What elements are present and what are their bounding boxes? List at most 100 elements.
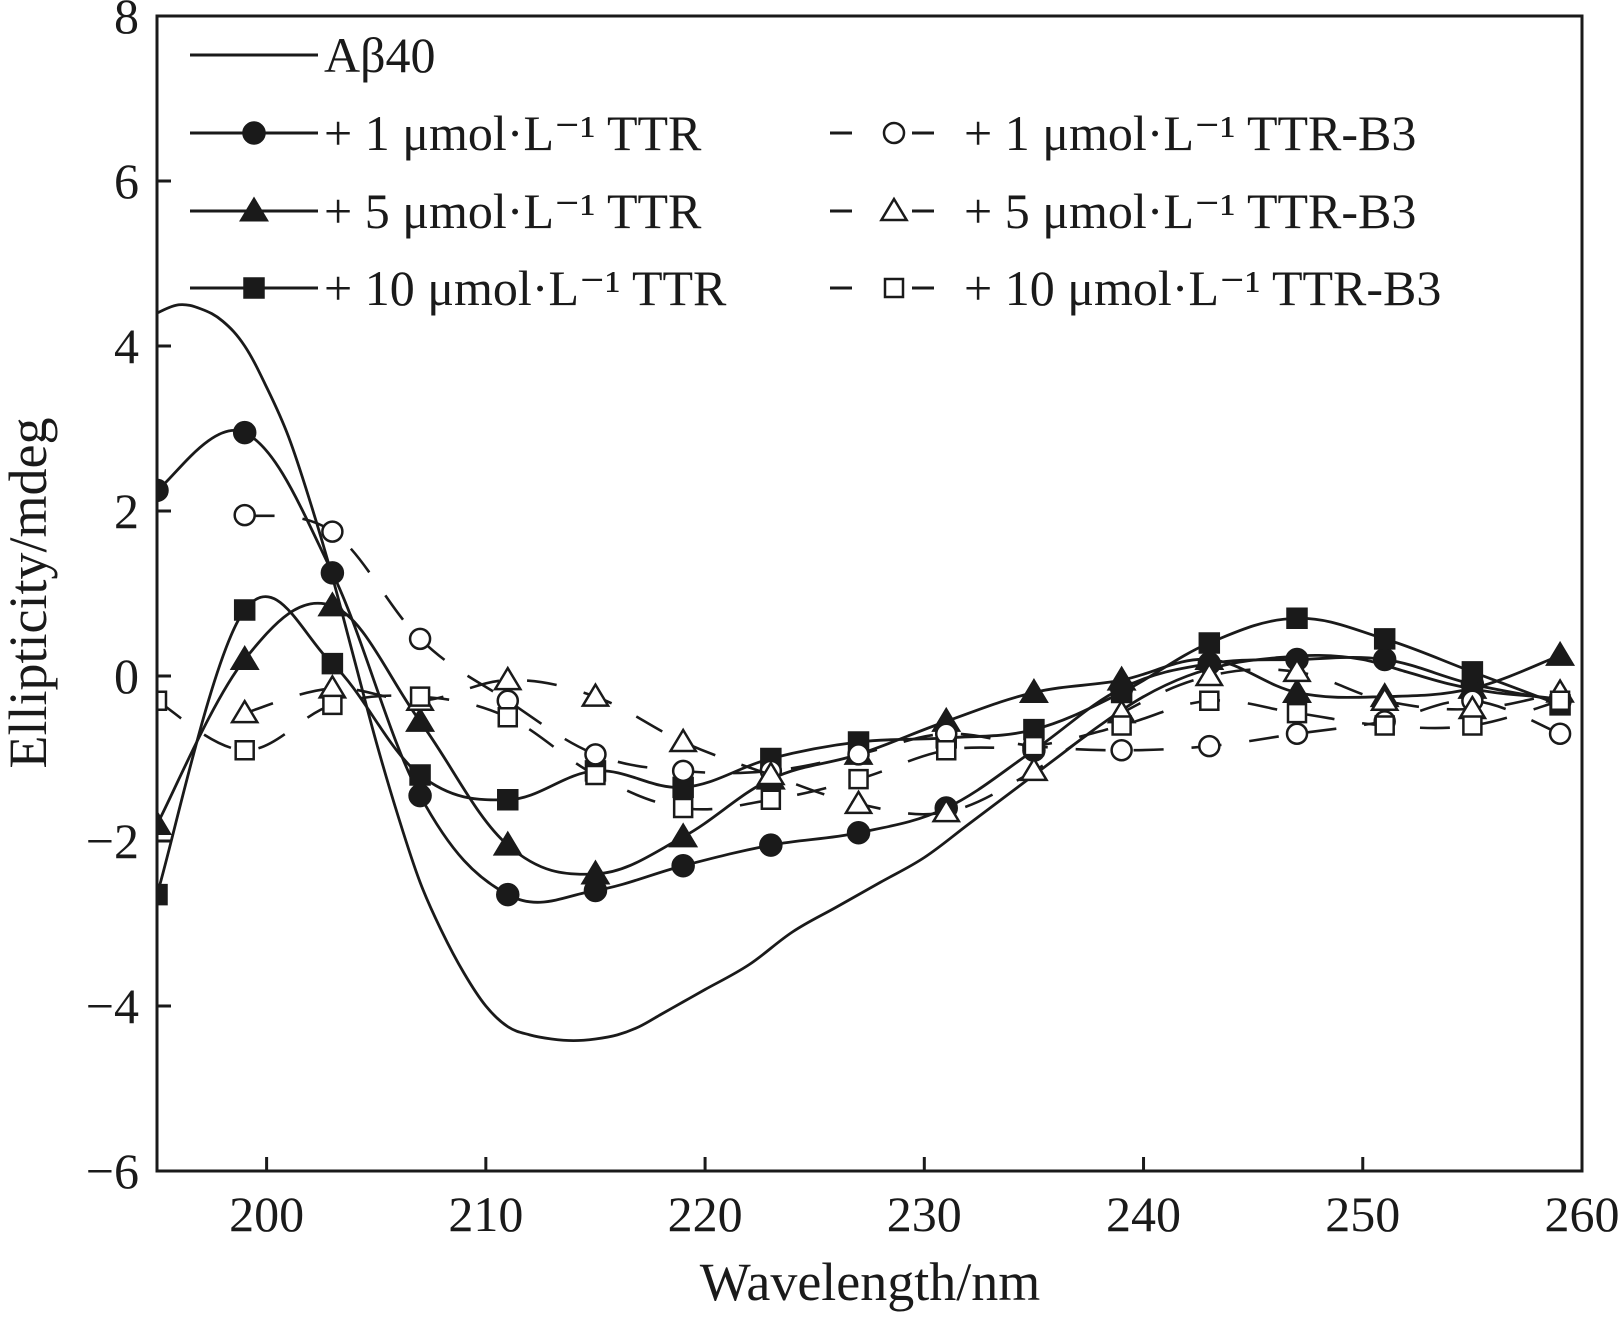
data-point <box>233 503 256 527</box>
data-point <box>585 764 606 786</box>
data-point <box>317 591 348 617</box>
legend-label: + 1 μmol·L⁻¹ TTR-B3 <box>964 105 1416 161</box>
data-point <box>848 768 869 790</box>
series-line <box>244 513 1561 775</box>
y-tick-label: −6 <box>86 1143 139 1199</box>
x-tick-label: 250 <box>1325 1186 1400 1242</box>
data-point <box>584 743 607 766</box>
data-point <box>1372 647 1397 672</box>
legend-item: + 5 μmol·L⁻¹ TTR-B3 <box>830 183 1416 239</box>
data-point <box>1461 661 1484 683</box>
data-point <box>935 740 957 761</box>
data-point <box>1198 734 1221 758</box>
legend-item: + 1 μmol·L⁻¹ TTR <box>190 105 702 161</box>
data-point <box>405 706 436 732</box>
x-tick-label: 200 <box>229 1186 304 1242</box>
data-point <box>232 420 257 445</box>
y-tick-label: 8 <box>114 0 139 44</box>
data-point <box>1018 678 1049 703</box>
legend-label: + 10 μmol·L⁻¹ TTR <box>324 260 727 316</box>
data-point <box>1198 632 1221 654</box>
data-point <box>668 822 699 848</box>
data-point <box>408 627 432 651</box>
legend-marker <box>243 277 265 299</box>
data-point <box>157 810 172 835</box>
data-point <box>1282 657 1312 683</box>
data-point <box>157 478 169 503</box>
x-tick-label: 240 <box>1106 1186 1181 1242</box>
data-point <box>580 859 611 885</box>
data-point <box>760 789 782 810</box>
data-point <box>1545 640 1576 666</box>
legend-marker <box>242 121 266 145</box>
data-point <box>233 599 256 621</box>
data-point <box>321 520 344 543</box>
legend-item: + 1 μmol·L⁻¹ TTR-B3 <box>830 105 1416 161</box>
legend-label: + 1 μmol·L⁻¹ TTR <box>324 105 702 161</box>
data-point <box>157 883 168 906</box>
data-point <box>668 727 698 753</box>
legend-marker <box>882 121 906 145</box>
data-point <box>671 854 695 878</box>
data-point <box>1549 690 1571 711</box>
y-tick-label: −2 <box>86 813 139 869</box>
data-point <box>1282 678 1312 703</box>
data-point <box>497 707 519 728</box>
data-point <box>492 830 523 856</box>
legend-item: + 10 μmol·L⁻¹ TTR <box>190 260 727 316</box>
data-point <box>229 698 260 724</box>
data-point <box>931 797 962 823</box>
data-point <box>1199 690 1220 711</box>
data-point <box>320 561 345 585</box>
data-point <box>1373 628 1396 650</box>
data-point <box>157 690 168 711</box>
legend-label: Aβ40 <box>324 27 436 83</box>
data-point <box>408 783 432 808</box>
data-point <box>1286 607 1308 629</box>
legend-marker <box>883 277 905 299</box>
data-point <box>322 694 343 716</box>
y-axis-title: Ellipticity/mdeg <box>0 418 58 769</box>
series-line <box>157 303 1561 1043</box>
legend-label: + 5 μmol·L⁻¹ TTR-B3 <box>964 183 1416 239</box>
plot-frame <box>155 14 1584 1173</box>
data-point <box>843 789 874 815</box>
y-tick-label: 0 <box>114 648 139 704</box>
data-point <box>1462 715 1483 736</box>
data-point <box>1111 715 1132 736</box>
axis-ticks: −6 −4 −2 0 2 4 6 8 200 210 220 230 240 250 260 <box>86 0 1620 1242</box>
data-point <box>234 740 255 761</box>
legend: Aβ40 + 1 μmol·L⁻¹ TTR + 1 μmol·L⁻¹ TTR-B3 +… <box>190 27 1441 316</box>
data-point <box>1374 715 1395 736</box>
y-tick-label: 4 <box>114 318 139 374</box>
data-point <box>1285 722 1309 745</box>
series-1 <box>157 303 1561 1043</box>
series-7 <box>157 686 1571 819</box>
data-point <box>1019 756 1049 782</box>
legend-item: + 10 μmol·L⁻¹ TTR-B3 <box>830 260 1441 316</box>
data-point <box>672 797 694 819</box>
legend-item: Aβ40 <box>190 27 436 83</box>
series-2 <box>157 420 1572 907</box>
data-point <box>671 759 695 783</box>
data-point <box>580 682 611 707</box>
data-point <box>1548 722 1572 745</box>
data-point <box>492 665 523 691</box>
series-line <box>244 667 1561 816</box>
data-point <box>1369 686 1400 711</box>
x-axis-title: Wavelength/nm <box>700 1252 1041 1312</box>
data-point <box>1194 661 1225 687</box>
data-point <box>1110 739 1133 762</box>
legend-marker <box>239 196 269 222</box>
data-point <box>317 673 348 699</box>
data-point <box>229 645 260 670</box>
y-tick-label: −4 <box>86 978 139 1034</box>
data-point <box>1023 735 1045 757</box>
x-tick-label: 230 <box>887 1186 962 1242</box>
data-point <box>1286 702 1308 724</box>
data-point <box>321 652 344 675</box>
legend-marker <box>879 196 909 222</box>
x-tick-label: 210 <box>448 1186 523 1242</box>
data-point <box>847 743 870 766</box>
